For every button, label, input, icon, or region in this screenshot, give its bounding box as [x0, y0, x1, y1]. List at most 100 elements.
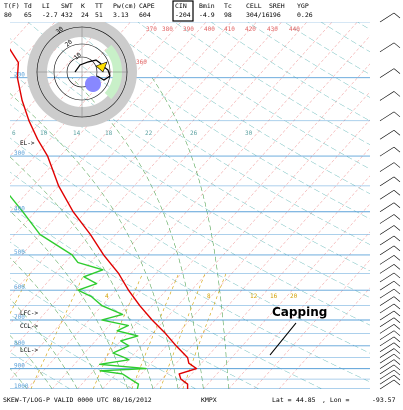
header-label-cape: CAPE [139, 2, 155, 10]
hodograph-ring-label: 10 [73, 51, 83, 61]
isotherm-line [10, 22, 333, 381]
footer-title: SKEW-T/LOG-P VALID 0000 UTC 08/16/2012 [3, 396, 152, 404]
header-value-ygp: 0.26 [297, 11, 313, 19]
pressure-label-600: 600 [14, 284, 25, 291]
wind-barb-flag [393, 190, 401, 196]
wind-barb-flag [393, 330, 401, 336]
wind-barb-flag [393, 280, 401, 287]
header-value-cape: 604 [139, 11, 151, 19]
dry-adiabat [27, 22, 370, 245]
isotherm-line [26, 22, 358, 389]
header-value-swt: 432 [61, 11, 73, 19]
wind-barb [379, 303, 395, 314]
header-label-pw-cm-: Pw(cm) [113, 2, 136, 10]
wind-barb [379, 364, 395, 375]
mixing-ratio-label: 12 [250, 293, 258, 300]
header-label-li: LI [42, 2, 50, 10]
dry-adiabat [10, 352, 71, 389]
level-labels: EL-> LFC-> CCL-> LCL-> [20, 140, 38, 354]
isotherm-line [278, 287, 370, 389]
isotherm-line [10, 22, 232, 269]
wind-barb [379, 68, 395, 78]
wind-barb [379, 245, 395, 256]
dewpoint-line [10, 127, 147, 389]
isotherm-lines [10, 22, 370, 389]
footer-lon: -93.57 [372, 396, 396, 404]
header-label-cin: CIN [175, 2, 187, 10]
isotherm-line [10, 22, 282, 325]
wind-barb [379, 379, 395, 390]
isotherm-label: 6 [12, 130, 16, 137]
header-value-tt: 51 [95, 11, 103, 19]
wind-barb [379, 146, 395, 157]
isotherm-label: 10 [40, 130, 48, 137]
wind-barb-flag [393, 359, 401, 365]
wind-barb [379, 310, 395, 321]
theta-e-label: 420 [245, 26, 256, 33]
dry-adiabat [10, 137, 370, 354]
moist-adiabat [0, 78, 2, 389]
theta-e-label: 400 [204, 26, 215, 33]
wind-barb [379, 130, 395, 140]
wind-barb [379, 317, 395, 328]
mixing-ratio-line [131, 273, 180, 389]
wind-barb [379, 336, 395, 347]
header-value-li: -2.7 [42, 11, 58, 19]
wind-barb [379, 369, 395, 380]
wind-barb-flag [393, 130, 401, 136]
wind-barb-flag [393, 12, 401, 19]
wind-barb-flag [393, 255, 401, 261]
moist-adiabat [10, 335, 53, 389]
header-value-tc: 98 [224, 11, 232, 19]
axis-labels: 200 300 400 500 600 700 800 900 1000 6 10 14 18 22 26 3… [12, 26, 300, 390]
wind-barb-flag [393, 296, 401, 302]
theta-e-label: 440 [289, 26, 300, 33]
wind-barb-flag [393, 348, 401, 354]
isotherm-line [52, 35, 370, 389]
wind-barb-flag [393, 176, 401, 183]
cin-highlight-box [172, 0, 194, 22]
wind-barb-flag [393, 214, 401, 220]
isotherm-label: 30 [245, 130, 253, 137]
isotherm-line [10, 22, 308, 353]
isotherm-label: 18 [105, 130, 113, 137]
hodograph-inset: 10 20 30 [27, 22, 137, 127]
mixing-ratio-line [182, 273, 227, 389]
mixing-ratio-label: 8 [207, 293, 211, 300]
storm-motion-dot [85, 76, 101, 92]
wind-barb-flag [393, 364, 401, 371]
dry-adiabat [10, 38, 370, 272]
wind-barb-flag [393, 310, 401, 317]
wind-barb-flag [393, 245, 401, 252]
wind-barb-flag [393, 264, 401, 270]
moist-adiabat-lines [0, 77, 229, 389]
wind-barb [379, 272, 395, 283]
wind-barbs [379, 12, 401, 390]
isotherm-line [10, 22, 81, 101]
theta-e-label: 360 [136, 59, 147, 66]
wind-barb-flag [393, 68, 401, 74]
wind-barb [379, 190, 395, 200]
temperature-line [10, 48, 198, 389]
header-value-td: 65 [24, 11, 32, 19]
theta-e-label: 370 [146, 26, 157, 33]
header-label-sreh: SREH [269, 2, 285, 10]
header-label-cell: CELL [246, 2, 262, 10]
storm-motion-marker [95, 61, 108, 73]
wind-barb-flag [393, 317, 401, 324]
footer-station: KMPX [201, 396, 217, 404]
wind-barb-flag [393, 379, 401, 386]
moist-adiabat [10, 93, 179, 389]
header-label-tt: TT [95, 2, 103, 10]
wind-barb-flag [393, 111, 401, 118]
isotherm-label: 26 [190, 130, 198, 137]
isotherm-line [77, 63, 370, 389]
wind-barb [379, 176, 395, 187]
wind-barb [379, 12, 395, 23]
isotherm-line [10, 22, 257, 297]
wind-barb [379, 288, 395, 299]
wind-barb [379, 374, 395, 385]
mixing-ratio-line [30, 273, 85, 389]
wind-barb [379, 255, 395, 265]
